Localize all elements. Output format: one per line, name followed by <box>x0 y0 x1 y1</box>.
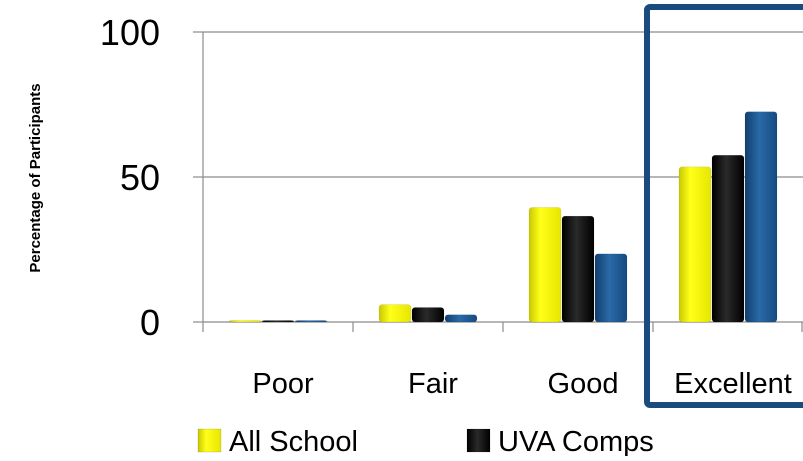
x-tick-label: Excellent <box>674 368 792 400</box>
bar-fair-3 <box>444 314 478 323</box>
axes <box>193 31 803 332</box>
bar-good-3 <box>594 253 628 323</box>
bar-good-2 <box>561 215 595 323</box>
y-axis-title: Percentage of Participants <box>27 83 44 272</box>
x-tick-label: Good <box>548 368 619 400</box>
bar-excellent-2 <box>711 155 745 323</box>
bar-fair-1 <box>378 304 412 323</box>
axis-labels: 0 50 100 Poor Fair Good Excellent <box>100 12 792 400</box>
legend-swatch <box>466 428 491 453</box>
bar-excellent-3 <box>744 111 778 323</box>
highlight-box <box>644 4 803 408</box>
y-tick-label: 0 <box>140 302 160 343</box>
legend: All School UVA Comps <box>197 426 654 458</box>
bars <box>228 111 778 323</box>
x-tick-label: Fair <box>408 368 458 400</box>
bar-excellent-1 <box>678 166 712 323</box>
highlight <box>644 4 803 408</box>
bar-poor-3 <box>294 320 328 323</box>
gridlines <box>203 31 803 178</box>
legend-label: UVA Comps <box>498 426 654 456</box>
legend-swatch <box>197 428 222 453</box>
bar-poor-2 <box>261 320 295 323</box>
bar-fair-2 <box>411 307 445 323</box>
y-tick-label: 100 <box>100 12 160 53</box>
x-tick-label: Poor <box>252 368 314 400</box>
legend-label: All School <box>229 426 358 456</box>
y-tick-label: 50 <box>120 157 160 198</box>
bar-poor-1 <box>228 320 262 323</box>
bar-good-1 <box>528 207 562 323</box>
